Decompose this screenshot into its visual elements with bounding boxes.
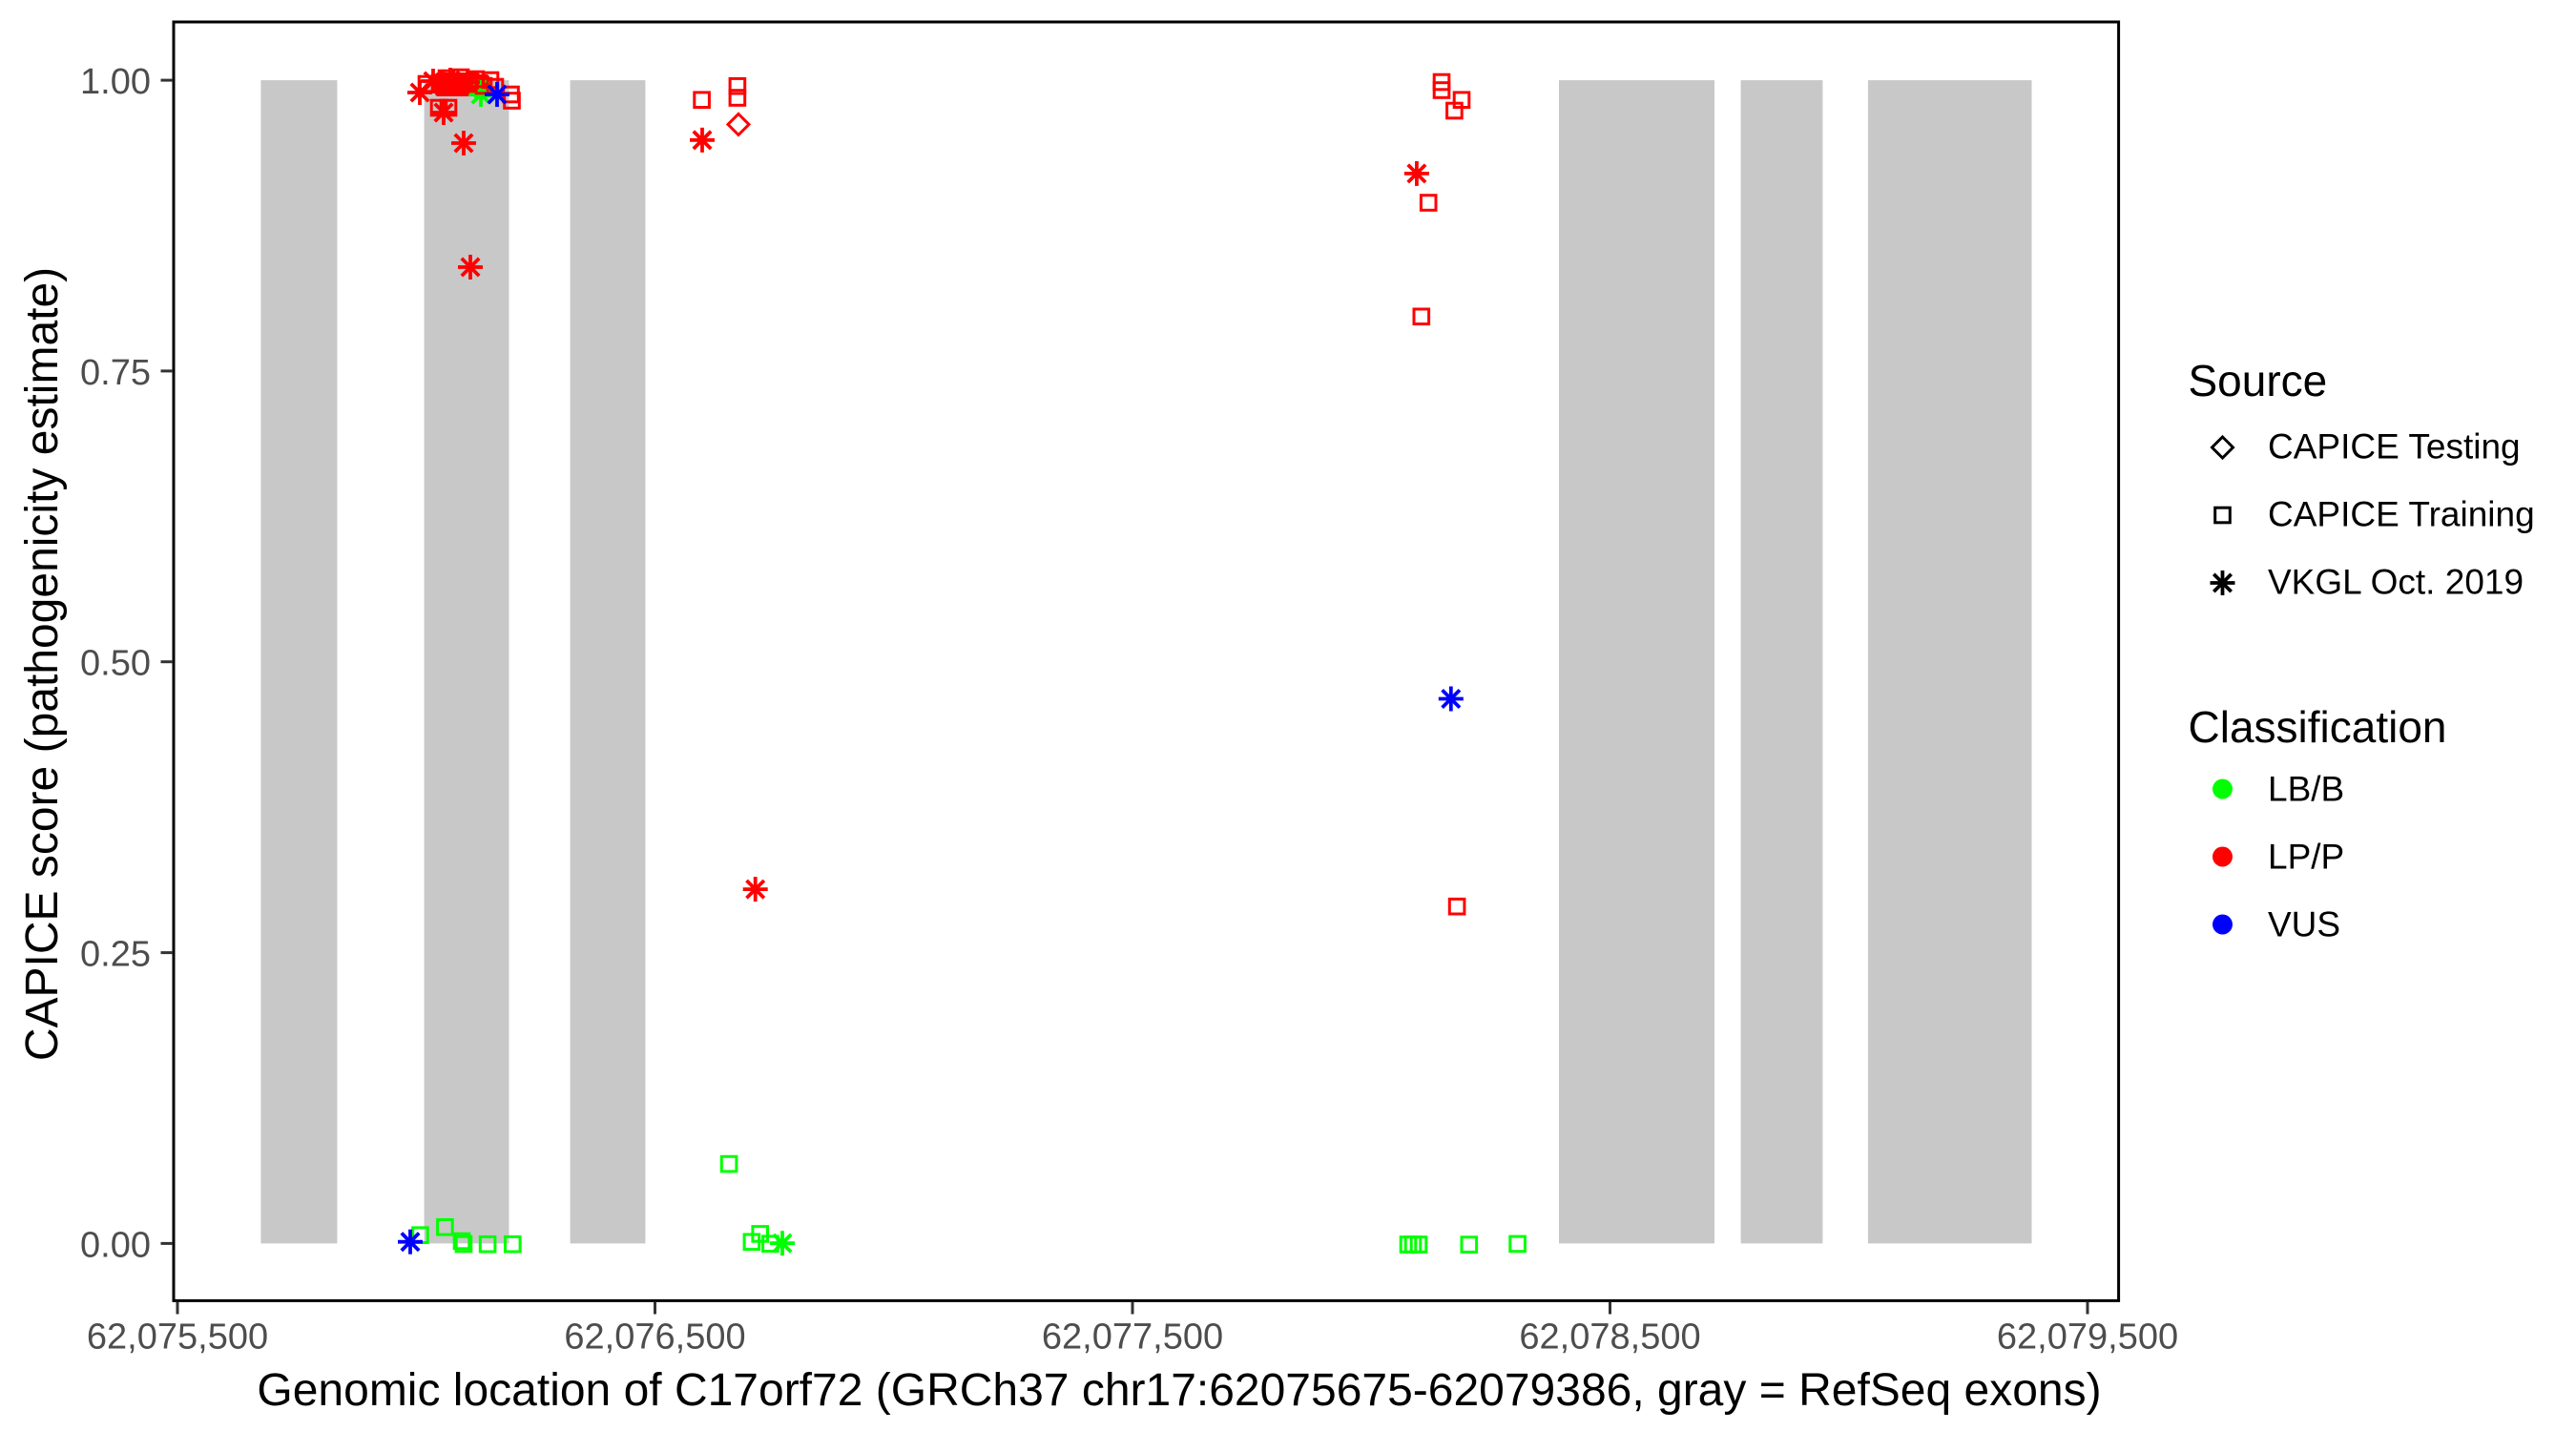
svg-text:0.50: 0.50 bbox=[80, 644, 151, 684]
svg-text:0.00: 0.00 bbox=[80, 1225, 151, 1265]
svg-text:LB/B: LB/B bbox=[2268, 770, 2344, 809]
svg-text:62,079,500: 62,079,500 bbox=[1997, 1317, 2178, 1357]
svg-text:1.00: 1.00 bbox=[80, 62, 151, 102]
svg-text:VKGL Oct. 2019: VKGL Oct. 2019 bbox=[2268, 563, 2524, 602]
svg-text:LP/P: LP/P bbox=[2268, 838, 2344, 877]
svg-text:0.25: 0.25 bbox=[80, 935, 151, 975]
svg-text:62,075,500: 62,075,500 bbox=[87, 1317, 268, 1357]
svg-text:62,078,500: 62,078,500 bbox=[1519, 1317, 1700, 1357]
svg-text:Genomic location of C17orf72 (: Genomic location of C17orf72 (GRCh37 chr… bbox=[257, 1365, 2101, 1416]
svg-text:62,077,500: 62,077,500 bbox=[1042, 1317, 1223, 1357]
svg-text:VUS: VUS bbox=[2268, 905, 2340, 944]
svg-text:Source: Source bbox=[2189, 356, 2328, 405]
svg-text:CAPICE Testing: CAPICE Testing bbox=[2268, 427, 2521, 467]
svg-text:CAPICE score (pathogenicity es: CAPICE score (pathogenicity estimate) bbox=[17, 267, 68, 1061]
svg-text:62,076,500: 62,076,500 bbox=[564, 1317, 745, 1357]
svg-text:CAPICE Training: CAPICE Training bbox=[2268, 495, 2535, 534]
svg-text:0.75: 0.75 bbox=[80, 353, 151, 393]
svg-text:Classification: Classification bbox=[2189, 702, 2447, 752]
